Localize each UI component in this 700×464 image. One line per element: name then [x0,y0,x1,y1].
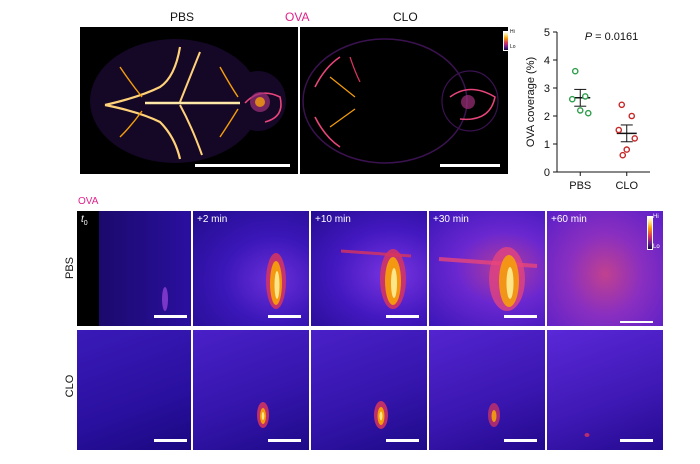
colorbar [647,216,653,250]
data-point-clo [619,151,627,159]
data-point-pbs [576,107,584,114]
colorbar-hi-label: Hi [510,29,515,35]
scale-bar [620,439,653,442]
x-tick-label: CLO [615,180,638,192]
panel-pbs-30min: +30 min [429,211,545,326]
panel-pbs-t0: t0 [77,211,191,326]
p-value-annotation: P = 0.0161 [585,31,639,43]
data-point-clo [615,126,623,134]
x-tick-label: PBS [569,180,591,192]
colorbar [503,31,508,51]
scale-bar [268,315,301,318]
scale-bar [154,315,187,318]
colorbar-hi-label: Hi [653,214,659,220]
scale-bar [268,439,301,442]
y-tick-label: 5 [544,27,550,39]
panel-clo-t0 [77,330,191,450]
scale-bar [386,315,419,318]
panel-pbs-2min: +2 min [193,211,309,326]
scale-bar [620,321,653,323]
y-axis-label: OVA coverage (%) [525,57,537,147]
scale-bar [154,439,187,442]
label-clo-top: CLO [393,10,418,24]
y-tick-label: 4 [544,55,550,67]
timepoint-label: +10 min [315,214,351,225]
y-tick-label: 1 [544,139,550,151]
data-point-pbs [568,95,576,103]
data-point-pbs [584,109,592,117]
data-point-clo [623,146,631,153]
scale-bar [504,439,537,442]
panel-clo-2min [193,330,309,450]
colorbar-lo-label: Lo [510,44,516,50]
timepoint-label: +30 min [433,214,469,225]
y-tick-label: 2 [544,111,550,123]
data-point-clo [628,112,636,120]
brain-image-pbs [80,27,298,174]
data-point-clo [618,101,626,109]
scale-bar [195,164,290,167]
data-point-clo [631,135,639,142]
panel-clo-10min [311,330,427,450]
colorbar-lo-label: Lo [653,244,660,250]
y-tick-label: 3 [544,83,550,95]
label-ova-bottom: OVA [78,196,99,207]
panel-pbs-10min: +10 min [311,211,427,326]
row-label-pbs: PBS [64,257,76,280]
brain-image-clo [300,27,508,174]
scale-bar [440,164,500,167]
row-label-clo: CLO [64,374,76,398]
data-point-pbs [581,93,589,100]
panel-clo-30min [429,330,545,450]
y-tick-label: 0 [544,167,550,179]
scale-bar [504,315,537,318]
ova-coverage-chart: 0 1 2 3 4 5 OVA coverage (%) PBS CLO P = 0.0161 [525,27,650,192]
panel-pbs-60min: +60 min Hi Lo [547,211,663,326]
panel-clo-60min [547,330,663,450]
timepoint-label: +2 min [197,214,228,225]
label-pbs-top: PBS [170,10,195,24]
scale-bar [386,439,419,442]
timepoint-label: t0 [81,214,88,227]
label-ova-top: OVA [285,10,310,24]
timepoint-label: +60 min [551,214,587,225]
data-point-pbs [571,67,579,75]
